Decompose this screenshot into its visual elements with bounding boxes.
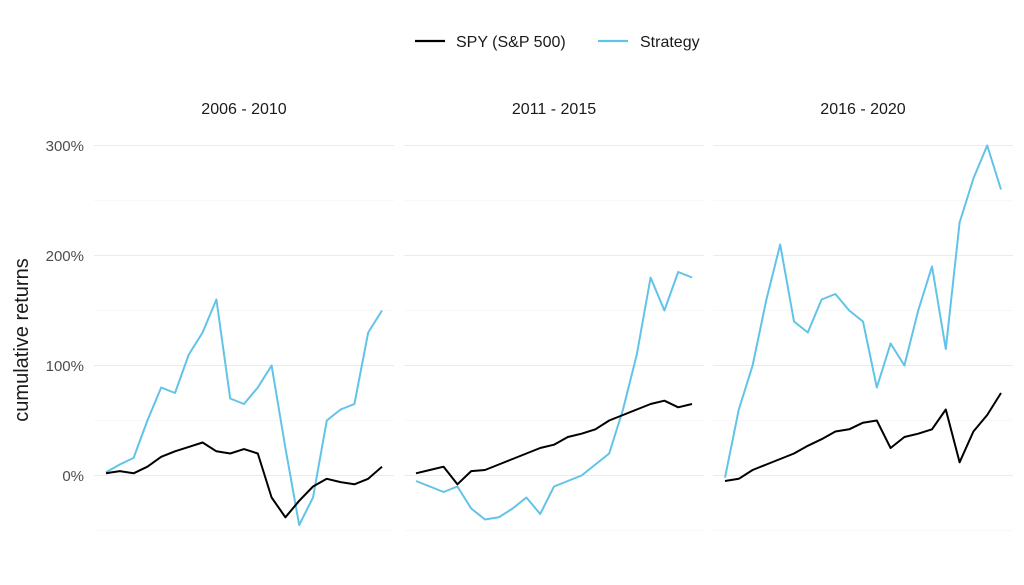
panel-lines-2 bbox=[415, 271, 693, 521]
panel-1: 2006 - 2010 bbox=[94, 101, 394, 531]
y-tick-label-300: 300% bbox=[46, 138, 84, 155]
panel-2: 2011 - 2015 bbox=[404, 101, 704, 531]
y-tick-label-200: 200% bbox=[46, 248, 84, 265]
series-line-spy-panel-3 bbox=[724, 392, 1002, 482]
series-line-spy-panel-2 bbox=[415, 399, 693, 486]
panel-grid-3 bbox=[713, 144, 1013, 531]
panel-title-2: 2011 - 2015 bbox=[512, 101, 596, 118]
series-line-strategy-panel-2 bbox=[415, 271, 693, 521]
series-line-strategy-panel-1 bbox=[105, 298, 383, 526]
panel-title-1: 2006 - 2010 bbox=[201, 101, 287, 118]
legend-label-spy: SPY (S&P 500) bbox=[456, 34, 566, 51]
panel-grid-1 bbox=[94, 144, 394, 531]
series-line-spy-panel-1 bbox=[105, 441, 383, 519]
panel-lines-1 bbox=[105, 298, 383, 526]
y-tick-label-100: 100% bbox=[46, 358, 84, 375]
legend: SPY (S&P 500) Strategy bbox=[415, 34, 700, 51]
series-line-strategy-panel-3 bbox=[724, 144, 1002, 478]
panel-3: 2016 - 2020 bbox=[713, 101, 1013, 531]
y-tick-label-0: 0% bbox=[62, 468, 84, 485]
legend-label-strategy: Strategy bbox=[640, 34, 700, 51]
panel-lines-3 bbox=[724, 144, 1002, 482]
y-axis: 0% 100% 200% 300% bbox=[46, 138, 84, 485]
panel-grid-2 bbox=[404, 144, 704, 531]
y-axis-title: cumulative returns bbox=[11, 258, 33, 421]
panel-title-3: 2016 - 2020 bbox=[820, 101, 906, 118]
